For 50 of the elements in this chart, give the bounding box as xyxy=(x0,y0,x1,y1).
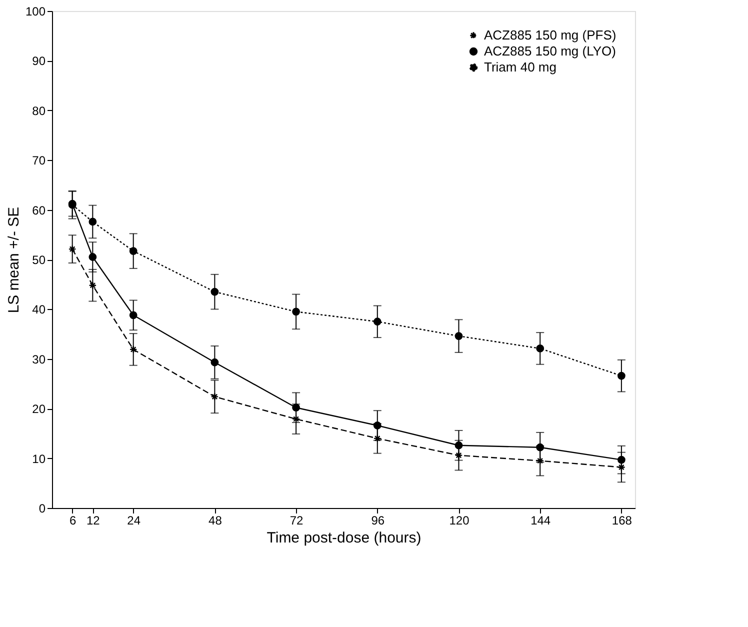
point xyxy=(88,218,97,226)
y-axis-title: LS mean +/- SE xyxy=(5,206,22,314)
point xyxy=(68,245,76,254)
point xyxy=(88,253,97,261)
point xyxy=(129,346,138,354)
point xyxy=(536,344,544,352)
point xyxy=(210,288,219,296)
point xyxy=(373,318,382,326)
point xyxy=(373,434,382,442)
x-axis-title: Time post-dose (hours) xyxy=(266,530,422,546)
y-tick-label: 100 xyxy=(25,4,46,18)
x-tick-label: 72 xyxy=(290,514,304,528)
y-tick-label: 50 xyxy=(32,253,46,267)
point xyxy=(536,456,544,465)
y-tick-label: 10 xyxy=(32,452,46,466)
x-tick-label: 96 xyxy=(371,514,385,528)
point xyxy=(88,281,97,290)
point xyxy=(454,332,463,340)
point xyxy=(129,311,138,320)
y-tick-label: 30 xyxy=(32,352,46,366)
x-tick-label: 120 xyxy=(449,514,470,528)
x-tick-label: 24 xyxy=(127,514,141,528)
y-tick-label: 0 xyxy=(38,502,46,516)
point xyxy=(617,456,626,464)
point xyxy=(210,358,219,366)
legend-label: ACZ885 150 mg (PFS) xyxy=(484,28,616,42)
x-tick-label: 168 xyxy=(612,514,632,528)
point xyxy=(454,441,463,450)
y-tick-label: 80 xyxy=(32,104,46,118)
legend-label: ACZ885 150 mg (LYO) xyxy=(484,44,616,58)
point xyxy=(129,247,138,255)
y-tick-label: 90 xyxy=(32,54,46,68)
y-tick-label: 20 xyxy=(32,402,46,416)
point xyxy=(292,404,300,412)
point xyxy=(617,463,626,472)
point xyxy=(292,415,300,423)
y-tick-label: 60 xyxy=(32,203,46,218)
x-tick-label: 144 xyxy=(530,514,551,528)
x-tick-label: 48 xyxy=(208,514,222,528)
legend-label: Triam 40 mg xyxy=(484,60,556,74)
x-tick-label: 12 xyxy=(86,514,100,528)
point xyxy=(536,443,544,452)
point xyxy=(454,451,463,460)
point xyxy=(292,308,300,316)
point xyxy=(617,372,626,380)
y-tick-label: 70 xyxy=(32,154,46,168)
y-tick-label: 40 xyxy=(32,302,46,317)
x-tick-label: 6 xyxy=(69,514,76,528)
point xyxy=(210,392,219,401)
point xyxy=(373,422,382,430)
